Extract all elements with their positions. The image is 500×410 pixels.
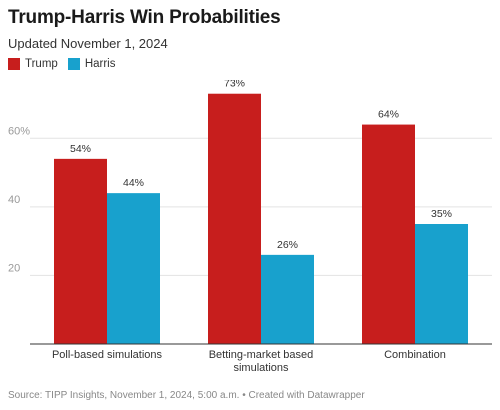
category-label-1-line-0: Betting-market based <box>209 349 314 361</box>
ytick-label-20: 20 <box>8 262 20 274</box>
legend-item-trump: Trump <box>8 58 58 70</box>
legend-swatch-trump <box>8 58 20 70</box>
chart-title: Trump-Harris Win Probabilities <box>8 7 281 28</box>
value-label-harris-2: 35% <box>431 208 452 220</box>
value-label-harris-0: 44% <box>123 177 144 189</box>
legend-item-harris: Harris <box>67 58 116 70</box>
category-label-1-line-1: simulations <box>233 362 289 374</box>
bar-harris-0 <box>107 193 160 344</box>
bar-trump-0 <box>54 158 107 344</box>
legend-label-harris: Harris <box>84 58 116 70</box>
value-label-trump-0: 54% <box>70 143 91 155</box>
legend: Trump Harris <box>8 58 125 70</box>
bar-trump-1 <box>208 93 261 344</box>
chart-subtitle: Updated November 1, 2024 <box>8 36 168 51</box>
legend-label-trump: Trump <box>25 58 58 70</box>
category-label-0: Poll-based simulations <box>52 349 163 361</box>
value-label-trump-1: 73% <box>224 80 245 90</box>
bar-harris-2 <box>415 224 468 344</box>
ytick-label-60: 60% <box>8 125 30 137</box>
value-label-harris-1: 26% <box>277 239 298 251</box>
bar-harris-1 <box>261 254 314 344</box>
bar-trump-2 <box>362 124 415 344</box>
legend-swatch-harris <box>67 58 80 70</box>
category-label-2: Combination <box>384 349 446 361</box>
source-note: Source: TIPP Insights, November 1, 2024,… <box>8 390 365 401</box>
bar-chart: 20 40 60% 54% 44% Poll-based simulations 73% 26… <box>8 80 492 374</box>
value-label-trump-2: 64% <box>378 109 399 121</box>
ytick-label-40: 40 <box>8 194 20 206</box>
